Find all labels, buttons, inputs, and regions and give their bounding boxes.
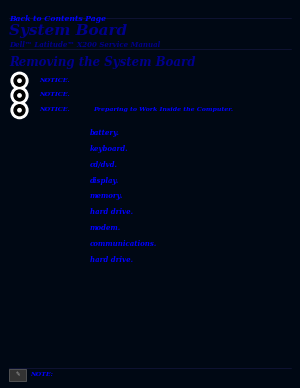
Ellipse shape [14, 105, 25, 116]
Text: NOTICE.: NOTICE. [39, 92, 70, 97]
Text: battery.: battery. [90, 129, 120, 137]
Text: keyboard.: keyboard. [90, 145, 129, 153]
Text: modem.: modem. [90, 224, 121, 232]
Text: NOTICE.: NOTICE. [39, 107, 70, 112]
FancyBboxPatch shape [9, 369, 26, 381]
Text: Preparing to Work Inside the Computer.: Preparing to Work Inside the Computer. [93, 107, 233, 112]
Text: NOTICE.: NOTICE. [39, 78, 70, 83]
Ellipse shape [11, 72, 28, 89]
Ellipse shape [18, 79, 21, 82]
Text: cd/dvd.: cd/dvd. [90, 161, 118, 169]
Ellipse shape [11, 87, 28, 104]
Text: hard drive.: hard drive. [90, 256, 133, 264]
Ellipse shape [14, 90, 25, 101]
Ellipse shape [18, 109, 21, 112]
Ellipse shape [11, 102, 28, 119]
Text: Back to Contents Page: Back to Contents Page [9, 15, 106, 23]
Text: hard drive.: hard drive. [90, 208, 133, 217]
Text: Removing the System Board: Removing the System Board [9, 56, 196, 69]
Text: System Board: System Board [9, 24, 127, 38]
Text: memory.: memory. [90, 192, 124, 201]
Text: NOTE:: NOTE: [30, 372, 53, 376]
Text: display.: display. [90, 177, 119, 185]
Ellipse shape [18, 94, 21, 97]
Text: communications.: communications. [90, 240, 158, 248]
Text: Dell™ Latitude™ X200 Service Manual: Dell™ Latitude™ X200 Service Manual [9, 41, 160, 49]
Ellipse shape [14, 75, 25, 86]
Text: ✎: ✎ [15, 372, 20, 377]
